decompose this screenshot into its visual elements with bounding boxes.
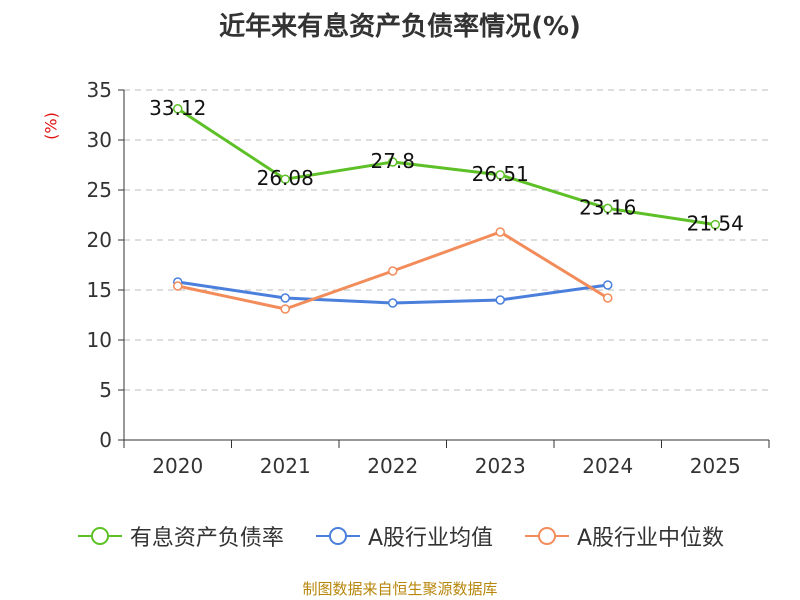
data-label-debt-ratio-2023: 26.51	[472, 162, 529, 186]
x-tick-label-2022: 2022	[367, 454, 418, 478]
point-industry-median-2020	[173, 281, 183, 291]
y-tick-label-5: 5	[99, 378, 112, 402]
legend-label-industry-mean: A股行业均值	[367, 526, 493, 551]
x-tick-label-2020: 2020	[152, 454, 203, 478]
data-label-debt-ratio-2024: 23.16	[579, 195, 636, 219]
legend-swatch-industry-median	[525, 527, 569, 545]
x-tick-label-2023: 2023	[475, 454, 526, 478]
legend-item-industry-mean[interactable]: A股行业均值	[314, 520, 493, 552]
point-industry-median-2024	[603, 293, 613, 303]
y-tick-label-15: 15	[87, 278, 112, 302]
point-debt-ratio-2025	[710, 219, 720, 230]
data-label-debt-ratio-2022: 27.8	[370, 149, 415, 173]
legend-label-debt-ratio: 有息资产负债率	[129, 526, 284, 551]
point-debt-ratio-2022	[388, 157, 398, 167]
legend-item-debt-ratio[interactable]: 有息资产负债率	[76, 520, 284, 552]
data-label-debt-ratio-2020: 33.12	[149, 96, 206, 120]
point-industry-mean-2021	[280, 293, 290, 303]
y-tick-label-20: 20	[87, 228, 112, 252]
data-label-debt-ratio-2025: 21.54	[687, 212, 744, 236]
legend: 有息资产负债率 A股行业均值 A股行业中位数	[0, 520, 800, 552]
chart-title: 近年来有息资产负债率情况(%)	[219, 12, 581, 42]
point-debt-ratio-2023	[495, 170, 505, 180]
point-debt-ratio-2024	[603, 203, 613, 214]
y-tick-label-30: 30	[87, 128, 112, 152]
data-source-note: 制图数据来自恒生聚源数据库	[302, 580, 498, 598]
point-industry-mean-2024	[603, 280, 613, 290]
point-industry-median-2023	[495, 227, 505, 237]
y-tick-label-0: 0	[99, 428, 112, 452]
y-tick-label-10: 10	[87, 328, 112, 352]
point-industry-mean-2022	[388, 298, 398, 308]
point-industry-median-2021	[280, 304, 290, 314]
legend-item-industry-median[interactable]: A股行业中位数	[523, 520, 724, 552]
x-tick-label-2021: 2021	[260, 454, 311, 478]
y-tick-label-35: 35	[87, 78, 112, 102]
x-tick-label-2024: 2024	[582, 454, 633, 478]
x-tick-label-2025: 2025	[690, 454, 741, 478]
point-debt-ratio-2020	[173, 104, 183, 114]
legend-swatch-industry-mean	[315, 527, 360, 545]
data-label-debt-ratio-2021: 26.08	[257, 166, 314, 190]
series-line-debt-ratio	[176, 107, 716, 227]
point-industry-mean-2023	[495, 295, 505, 305]
y-tick-label-25: 25	[87, 178, 112, 202]
point-debt-ratio-2021	[280, 174, 290, 184]
legend-swatch-debt-ratio	[77, 527, 122, 545]
legend-label-industry-median: A股行业中位数	[577, 526, 725, 551]
point-industry-median-2022	[388, 266, 398, 276]
